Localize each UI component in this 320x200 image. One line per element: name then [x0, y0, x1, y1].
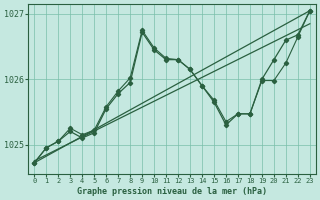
- X-axis label: Graphe pression niveau de la mer (hPa): Graphe pression niveau de la mer (hPa): [77, 187, 267, 196]
